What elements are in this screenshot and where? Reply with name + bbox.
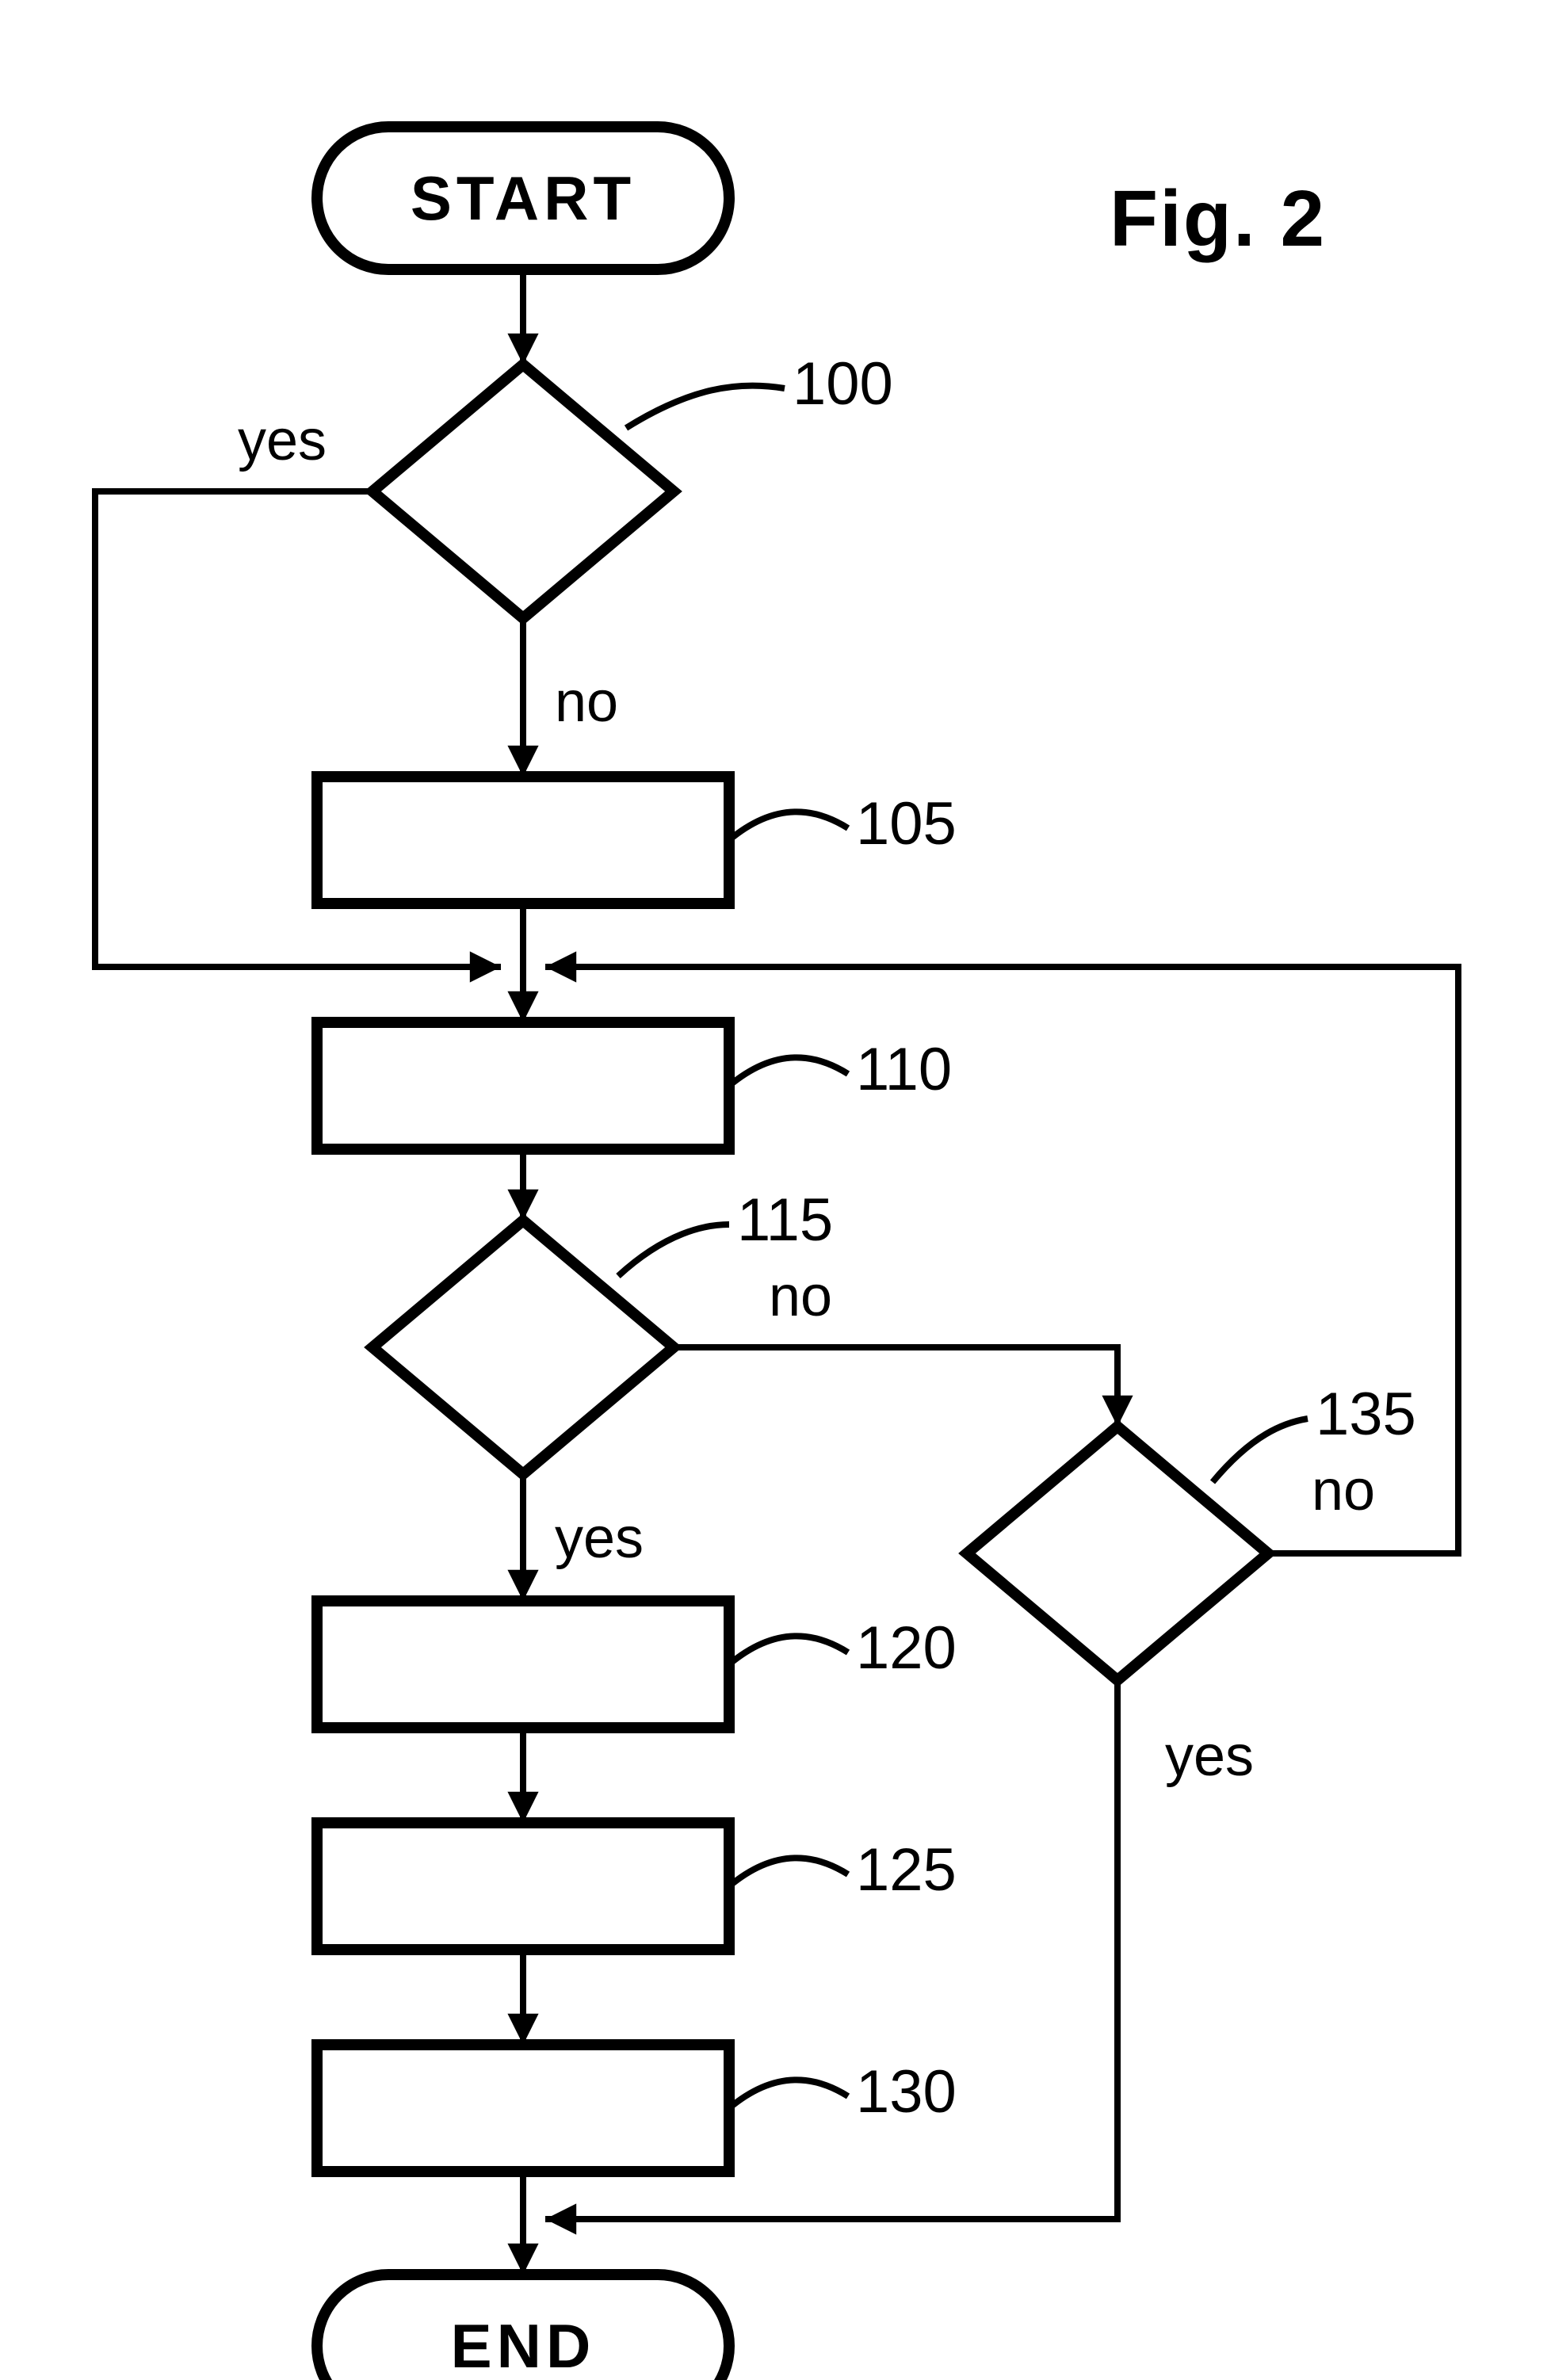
ref-115-leader xyxy=(618,1224,729,1276)
process-120 xyxy=(317,1601,729,1728)
ref-110-leader xyxy=(729,1057,848,1086)
d135-yes-label: yes xyxy=(1165,1725,1254,1788)
process-130 xyxy=(317,2045,729,2172)
decision-100 xyxy=(372,365,674,618)
ref-110-ref: 110 xyxy=(856,1036,952,1103)
process-105 xyxy=(317,777,729,903)
ref-120-leader xyxy=(729,1636,848,1664)
arrowhead xyxy=(545,951,576,982)
ref-115-ref: 115 xyxy=(737,1186,833,1254)
ref-135-ref: 135 xyxy=(1316,1381,1416,1448)
arrowhead xyxy=(507,334,538,365)
arrowhead xyxy=(507,1190,538,1221)
ref-130-ref: 130 xyxy=(856,2058,957,2126)
ref-105-ref: 105 xyxy=(856,790,957,858)
decision-135 xyxy=(967,1427,1268,1680)
decision-115 xyxy=(372,1221,674,1474)
ref-100-leader xyxy=(626,386,785,428)
flowchart: Fig. 2 START END no yes yes no yes no 100 105 110 11… xyxy=(0,0,1551,2380)
process-110 xyxy=(317,1022,729,1149)
d115-yes-label: yes xyxy=(555,1507,644,1570)
ref-125-ref: 125 xyxy=(856,1836,957,1904)
figure-title: Fig. 2 xyxy=(1110,174,1326,263)
d135-no-label: no xyxy=(1312,1459,1375,1522)
ref-120-ref: 120 xyxy=(856,1614,957,1682)
ref-105-leader xyxy=(729,812,848,840)
ref-125-leader xyxy=(729,1858,848,1886)
arrowhead xyxy=(1102,1396,1133,1427)
ref-130-leader xyxy=(729,2080,848,2108)
ref-135-leader xyxy=(1213,1419,1308,1482)
end-label: END xyxy=(451,2311,596,2380)
d100-yes-label: yes xyxy=(238,409,327,472)
d100-no-label: no xyxy=(555,670,618,734)
process-125 xyxy=(317,1823,729,1950)
ref-100-ref: 100 xyxy=(793,350,893,418)
start-label: START xyxy=(411,163,636,233)
arrowhead xyxy=(545,2203,576,2234)
arrowhead xyxy=(470,951,501,982)
connector xyxy=(674,1347,1117,1427)
d115-no-label: no xyxy=(769,1265,832,1328)
